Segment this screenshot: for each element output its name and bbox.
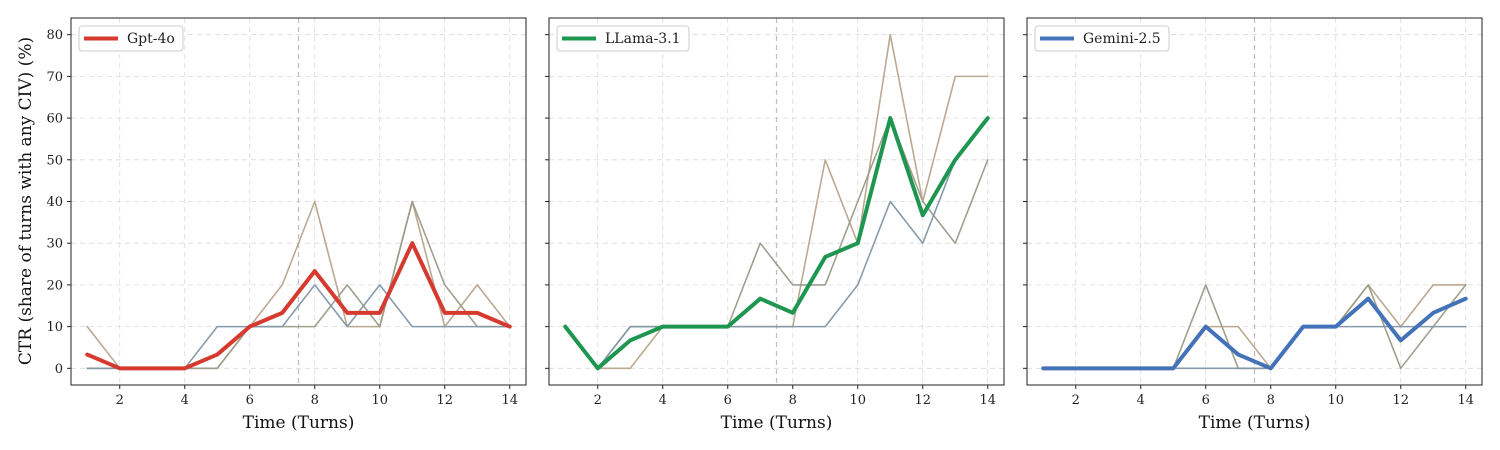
chart-panel-2: 2 4 6 8 10 12 14 Time (Turns) LLama-3.1 xyxy=(545,17,1005,433)
x-tick-label: 2 xyxy=(1072,393,1080,408)
y-tick-label: 60 xyxy=(46,112,63,127)
y-axis-label: CTR (share of turns with any CIV) (%) xyxy=(16,37,36,365)
y-tick-label: 30 xyxy=(46,237,63,252)
x-axis-label: Time (Turns) xyxy=(243,413,355,433)
x-tick-label: 6 xyxy=(1202,393,1210,408)
legend-label: Gemini-2.5 xyxy=(1083,31,1161,47)
x-tick-label: 4 xyxy=(659,393,667,408)
y-tick-label: 0 xyxy=(55,362,63,377)
x-tick-label: 2 xyxy=(594,393,602,408)
series-line-main xyxy=(85,241,512,371)
x-tick-label: 12 xyxy=(914,393,931,408)
panels-group: 2 4 6 8 10 12 14 0 10 20 30 40 50 60 70 80 Time (Turns) G… xyxy=(46,17,1483,433)
legend: Gpt-4o xyxy=(78,25,184,52)
legend-box xyxy=(1034,25,1170,52)
legend: LLama-3.1 xyxy=(556,25,690,52)
x-tick-label: 4 xyxy=(1137,393,1145,408)
x-axis-label: Time (Turns) xyxy=(1199,413,1311,433)
y-tick-label: 70 xyxy=(46,70,63,85)
x-tick-label: 12 xyxy=(436,393,453,408)
series-line-main xyxy=(563,116,990,371)
y-tick-label: 20 xyxy=(46,278,63,293)
y-tick-label: 50 xyxy=(46,153,63,168)
legend-box xyxy=(78,25,184,52)
y-tick-label: 40 xyxy=(46,195,63,210)
x-tick-label: 2 xyxy=(116,393,124,408)
x-tick-label: 4 xyxy=(181,393,189,408)
chart-panel-1: 2 4 6 8 10 12 14 0 10 20 30 40 50 60 70 80 Time (Turns) G… xyxy=(46,17,527,433)
legend-label: LLama-3.1 xyxy=(605,31,681,47)
y-tick-label: 80 xyxy=(46,28,63,43)
series-line-main xyxy=(1041,296,1468,371)
chart-panel-3: 2 4 6 8 10 12 14 Time (Turns) Gemini-2.5 xyxy=(1023,17,1483,433)
x-tick-label: 10 xyxy=(1327,393,1344,408)
x-tick-label: 8 xyxy=(789,393,797,408)
legend: Gemini-2.5 xyxy=(1034,25,1170,52)
x-tick-label: 12 xyxy=(1392,393,1409,408)
legend-label: Gpt-4o xyxy=(127,31,175,47)
series-line-background xyxy=(564,117,989,370)
x-tick-label: 8 xyxy=(311,393,319,408)
x-tick-label: 14 xyxy=(979,393,996,408)
x-tick-label: 14 xyxy=(501,393,518,408)
x-tick-label: 10 xyxy=(849,393,866,408)
legend-box xyxy=(556,25,690,52)
x-axis-label: Time (Turns) xyxy=(721,413,833,433)
x-tick-label: 10 xyxy=(371,393,388,408)
y-tick-label: 10 xyxy=(46,320,63,335)
x-tick-label: 8 xyxy=(1267,393,1275,408)
x-tick-label: 14 xyxy=(1457,393,1474,408)
x-tick-label: 6 xyxy=(724,393,732,408)
x-tick-label: 6 xyxy=(246,393,254,408)
